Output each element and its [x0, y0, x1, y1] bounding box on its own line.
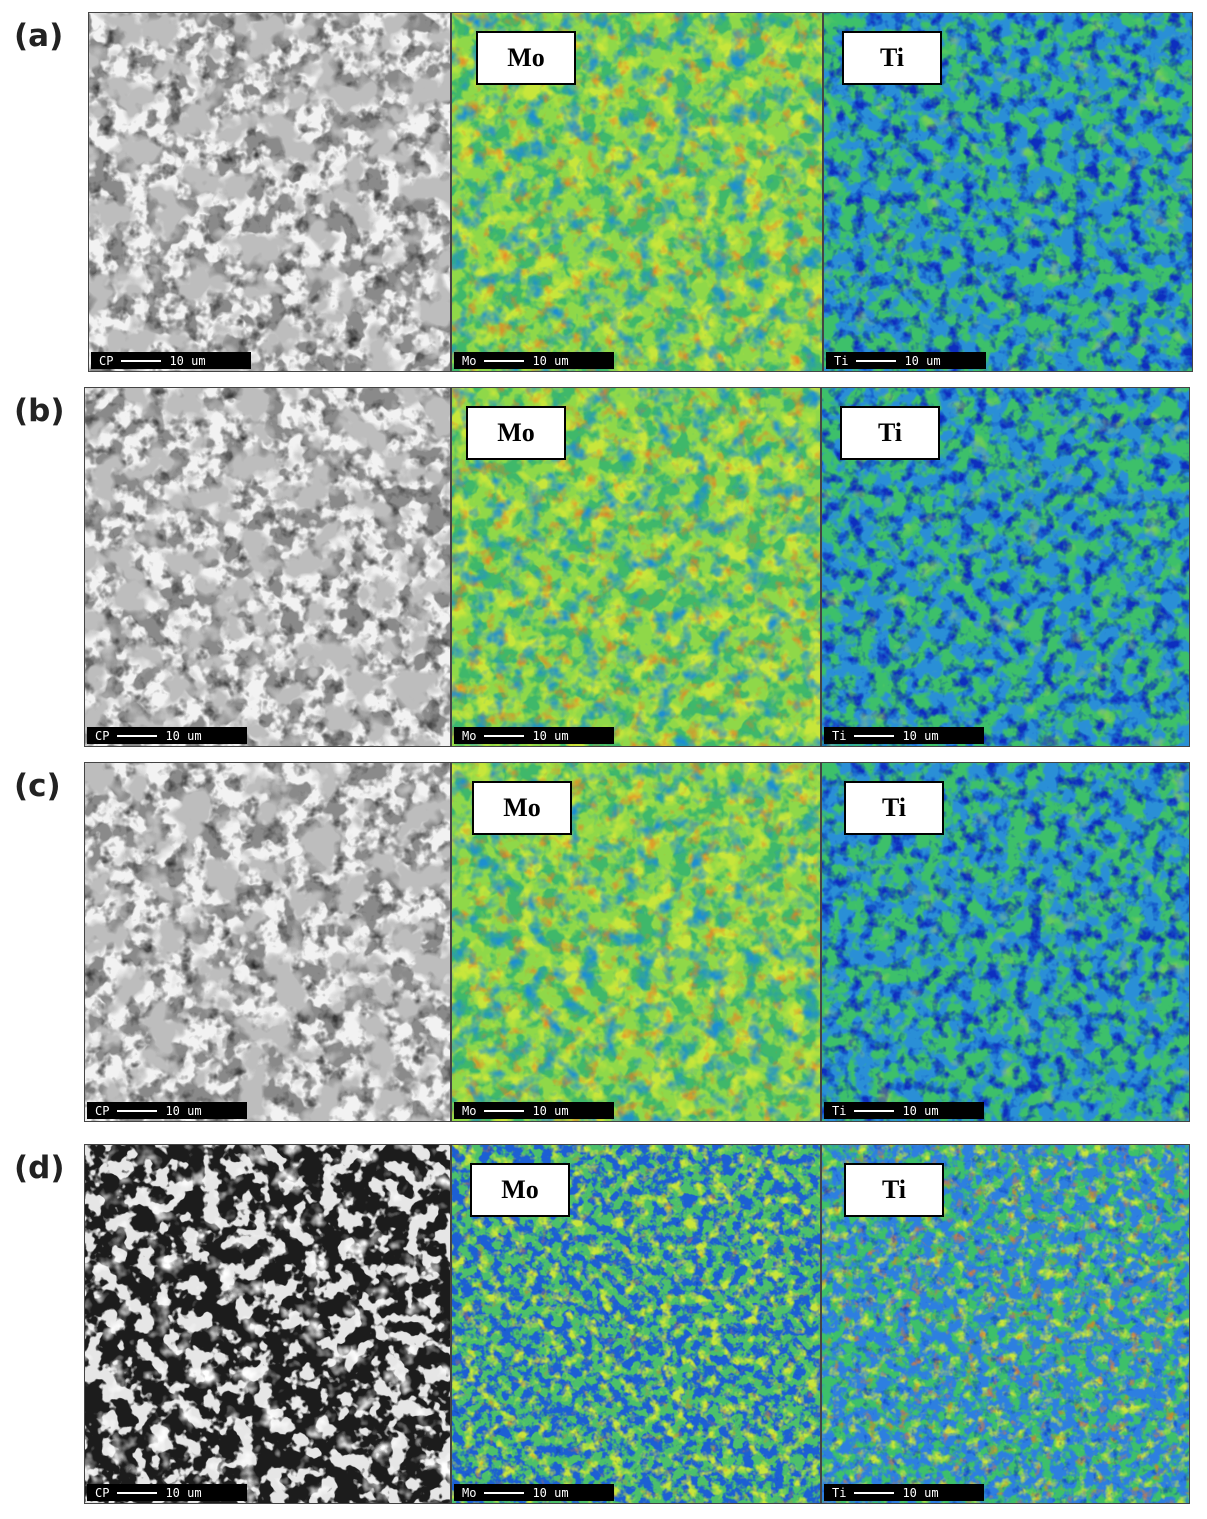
row-a: (a) CP 10 um Mo Mo 10 um Ti Ti 10 um [0, 12, 1207, 376]
scale-bar: Ti 10 um [824, 727, 984, 744]
ti-map-c: Ti Ti 10 um [821, 762, 1190, 1122]
element-label-ti: Ti [844, 1163, 944, 1217]
scale-bar: CP 10 um [87, 1484, 247, 1501]
element-label-mo: Mo [470, 1163, 570, 1217]
sem-image-d: CP 10 um [84, 1144, 451, 1504]
scale-bar: Ti 10 um [826, 352, 986, 369]
sem-image-a: CP 10 um [88, 12, 451, 372]
row-c: (c) CP 10 um Mo Mo 10 um Ti Ti 10 um [0, 762, 1207, 1126]
ti-map-b: Ti Ti 10 um [821, 387, 1190, 747]
scale-bar: Ti 10 um [824, 1484, 984, 1501]
ti-map-a: Ti Ti 10 um [823, 12, 1193, 372]
sem-image-b: CP 10 um [84, 387, 451, 747]
element-label-ti: Ti [842, 31, 942, 85]
scale-bar: Mo 10 um [454, 727, 614, 744]
element-label-ti: Ti [844, 781, 944, 835]
scale-bar: Mo 10 um [454, 1484, 614, 1501]
element-label-mo: Mo [472, 781, 572, 835]
scale-bar: CP 10 um [87, 1102, 247, 1119]
row-label: (d) [14, 1150, 65, 1186]
scale-bar: Mo 10 um [454, 352, 614, 369]
row-d: (d) CP 10 um Mo Mo 10 um Ti Ti 10 um [0, 1144, 1207, 1508]
mo-map-b: Mo Mo 10 um [451, 387, 821, 747]
mo-map-d: Mo Mo 10 um [451, 1144, 821, 1504]
scale-bar: Mo 10 um [454, 1102, 614, 1119]
mo-map-c: Mo Mo 10 um [451, 762, 821, 1122]
element-label-mo: Mo [476, 31, 576, 85]
row-b: (b) CP 10 um Mo Mo 10 um Ti Ti 10 um [0, 387, 1207, 751]
element-label-ti: Ti [840, 406, 940, 460]
mo-map-a: Mo Mo 10 um [451, 12, 823, 372]
sem-image-c: CP 10 um [84, 762, 451, 1122]
element-label-mo: Mo [466, 406, 566, 460]
row-label: (a) [14, 18, 64, 54]
scale-bar: Ti 10 um [824, 1102, 984, 1119]
row-label: (c) [14, 768, 61, 804]
scale-bar: CP 10 um [91, 352, 251, 369]
scale-bar: CP 10 um [87, 727, 247, 744]
row-label: (b) [14, 393, 65, 429]
ti-map-d: Ti Ti 10 um [821, 1144, 1190, 1504]
